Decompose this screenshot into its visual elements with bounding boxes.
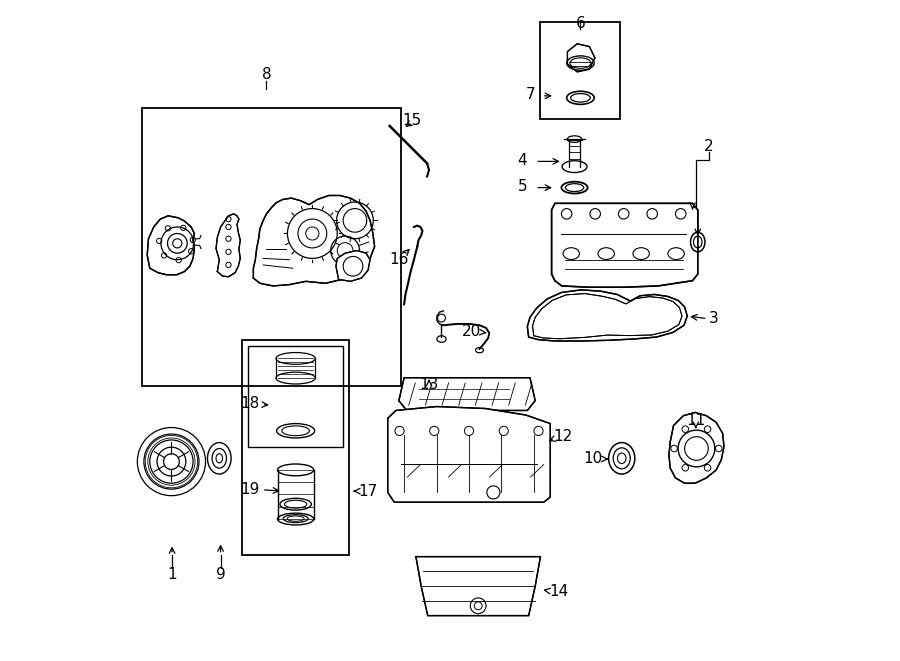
Circle shape	[562, 209, 572, 219]
Bar	[242, 340, 349, 555]
Polygon shape	[399, 377, 536, 410]
Text: 9: 9	[216, 567, 226, 582]
Text: 20: 20	[463, 325, 482, 339]
Text: 1: 1	[167, 567, 177, 582]
Bar	[541, 22, 620, 120]
Text: 7: 7	[526, 87, 536, 102]
Circle shape	[487, 486, 500, 499]
Circle shape	[395, 426, 404, 436]
Text: 6: 6	[576, 17, 585, 31]
Text: 15: 15	[402, 113, 421, 128]
Polygon shape	[416, 557, 541, 615]
Circle shape	[676, 209, 686, 219]
Text: 10: 10	[583, 451, 602, 466]
Text: 17: 17	[358, 484, 377, 498]
Text: 14: 14	[550, 584, 569, 599]
Polygon shape	[388, 407, 550, 502]
Polygon shape	[148, 215, 194, 275]
Bar	[248, 346, 343, 447]
Text: 18: 18	[240, 397, 260, 411]
Circle shape	[590, 209, 600, 219]
Text: 19: 19	[240, 482, 260, 496]
Text: 3: 3	[709, 311, 719, 326]
Text: 16: 16	[389, 253, 409, 267]
Text: 12: 12	[554, 429, 572, 444]
Circle shape	[534, 426, 543, 436]
Bar	[142, 108, 400, 386]
Polygon shape	[567, 44, 595, 72]
Text: 5: 5	[518, 179, 527, 194]
Polygon shape	[254, 196, 374, 286]
Circle shape	[618, 209, 629, 219]
Circle shape	[500, 426, 508, 436]
Circle shape	[429, 426, 439, 436]
Text: 4: 4	[518, 153, 527, 168]
Circle shape	[464, 426, 473, 436]
Text: 11: 11	[686, 413, 706, 428]
Polygon shape	[552, 204, 698, 288]
Text: 8: 8	[262, 67, 271, 83]
Polygon shape	[669, 412, 724, 483]
Text: 2: 2	[704, 139, 714, 155]
Circle shape	[647, 209, 657, 219]
Text: 13: 13	[419, 377, 438, 392]
Polygon shape	[336, 251, 370, 282]
